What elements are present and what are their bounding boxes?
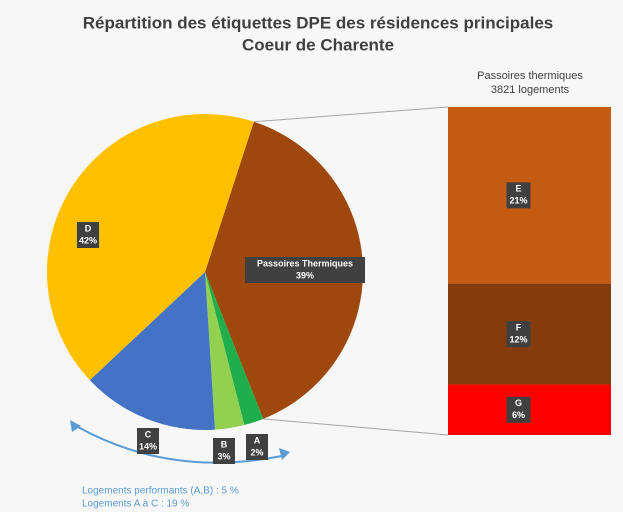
arrow-head [70, 420, 81, 432]
pie-slice [205, 272, 245, 430]
label-box [506, 396, 531, 423]
annotation: Logements performants (A,B) : 5 % [82, 486, 239, 497]
data-label: E [515, 184, 521, 194]
arrow [77, 426, 283, 464]
label-box [77, 222, 99, 248]
data-label: 14% [139, 441, 157, 451]
connector [263, 418, 449, 436]
breakdown-title: Passoires thermiques [477, 70, 583, 82]
label-box [506, 321, 531, 348]
data-label: F [516, 322, 522, 332]
chart-title: Répartition des étiquettes DPE des résid… [83, 13, 554, 32]
data-label: 6% [512, 410, 525, 420]
pie-slice [46, 113, 254, 381]
label-box [137, 428, 159, 454]
label-box [246, 434, 268, 460]
data-label: B [221, 439, 228, 449]
label-box [213, 438, 235, 464]
data-label: 2% [250, 447, 263, 457]
annotation: Logements A à C : 19 % [82, 499, 189, 510]
data-label: 3% [217, 451, 230, 461]
data-label: C [145, 429, 152, 439]
arrow-head [279, 448, 290, 460]
breakdown-title: 3821 logements [491, 84, 570, 96]
data-label: 21% [509, 196, 527, 206]
data-label: 39% [296, 270, 314, 280]
chart-subtitle: Coeur de Charente [242, 35, 394, 54]
label-box [245, 257, 365, 283]
label-box [506, 182, 531, 209]
connector [253, 106, 449, 123]
data-label: G [515, 398, 522, 408]
pie-slice [89, 272, 215, 430]
pie-slice [205, 272, 264, 426]
data-label: D [85, 223, 92, 233]
data-label: A [254, 435, 261, 445]
data-label: Passoires Thermiques [257, 258, 353, 268]
data-label: 12% [509, 334, 527, 344]
data-label: 42% [79, 235, 97, 245]
